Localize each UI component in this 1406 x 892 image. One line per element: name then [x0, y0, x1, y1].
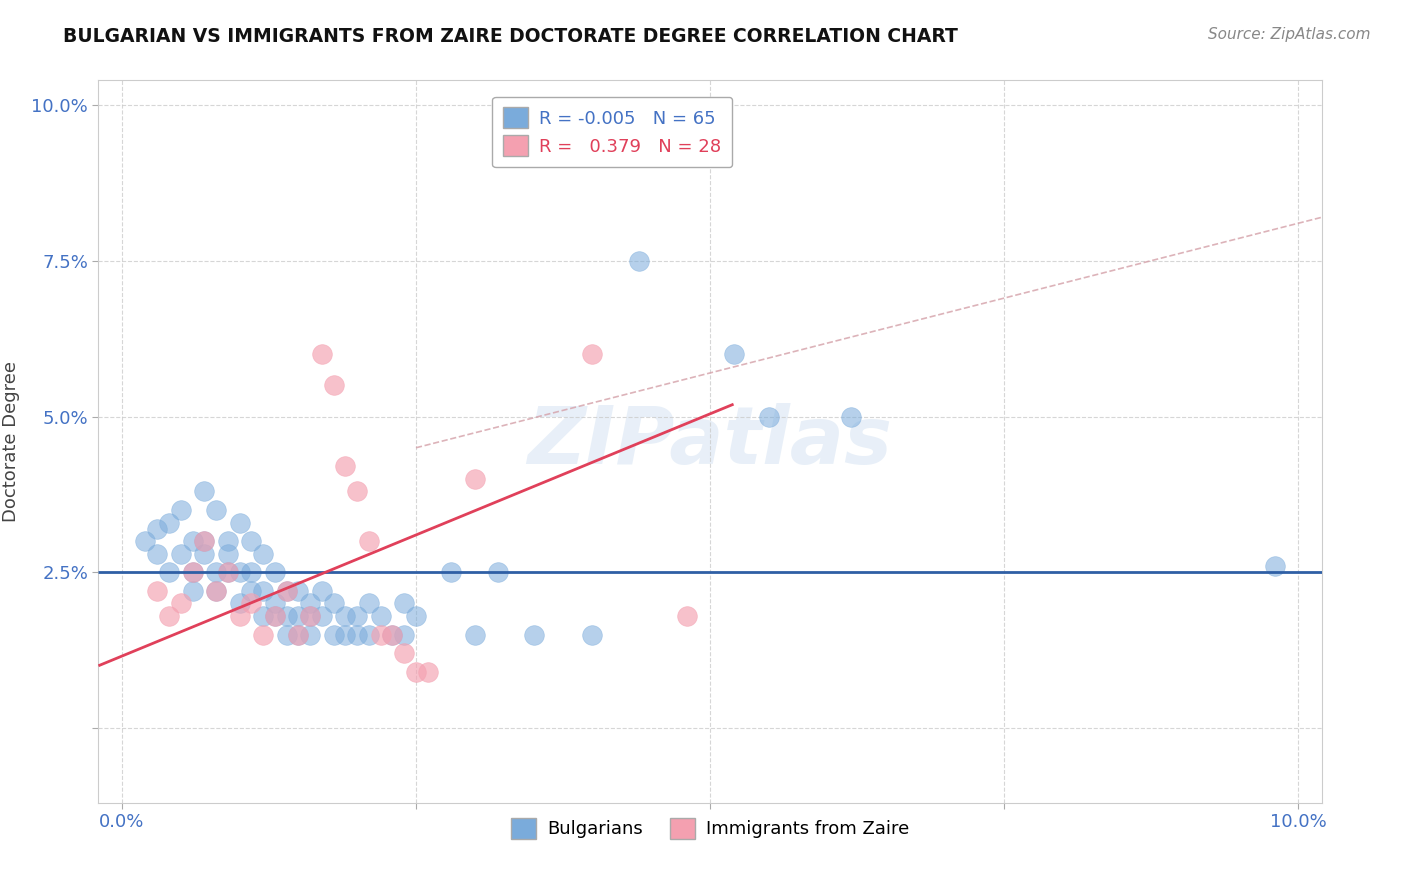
Point — [252, 609, 274, 624]
Point — [276, 609, 298, 624]
Y-axis label: Doctorate Degree: Doctorate Degree — [3, 361, 20, 522]
Point — [228, 609, 250, 624]
Point — [263, 609, 285, 624]
Point — [464, 472, 486, 486]
Text: ZIPatlas: ZIPatlas — [527, 402, 893, 481]
Point — [299, 597, 322, 611]
Point — [240, 597, 263, 611]
Point — [157, 566, 180, 580]
Point — [263, 566, 285, 580]
Point — [287, 609, 309, 624]
Point — [287, 627, 309, 641]
Point — [205, 584, 228, 599]
Point — [205, 566, 228, 580]
Text: BULGARIAN VS IMMIGRANTS FROM ZAIRE DOCTORATE DEGREE CORRELATION CHART: BULGARIAN VS IMMIGRANTS FROM ZAIRE DOCTO… — [63, 27, 957, 45]
Point — [299, 609, 322, 624]
Point — [405, 609, 427, 624]
Point — [170, 597, 193, 611]
Point — [357, 534, 380, 549]
Point — [193, 534, 215, 549]
Point — [287, 584, 309, 599]
Point — [381, 627, 404, 641]
Point — [335, 459, 357, 474]
Point — [394, 627, 416, 641]
Point — [228, 566, 250, 580]
Point — [193, 484, 215, 499]
Point — [263, 609, 285, 624]
Point — [240, 534, 263, 549]
Point — [311, 609, 333, 624]
Point — [252, 627, 274, 641]
Point — [276, 584, 298, 599]
Point — [1264, 559, 1286, 574]
Point — [170, 547, 193, 561]
Point — [346, 484, 368, 499]
Point — [228, 597, 250, 611]
Point — [440, 566, 463, 580]
Point — [523, 627, 546, 641]
Point — [758, 409, 780, 424]
Point — [723, 347, 745, 361]
Point — [240, 584, 263, 599]
Point — [394, 646, 416, 660]
Point — [416, 665, 439, 679]
Point — [581, 347, 603, 361]
Point — [299, 627, 322, 641]
Point — [181, 584, 204, 599]
Point — [581, 627, 603, 641]
Point — [464, 627, 486, 641]
Point — [287, 627, 309, 641]
Point — [217, 534, 239, 549]
Point — [322, 627, 344, 641]
Point — [299, 609, 322, 624]
Point — [205, 584, 228, 599]
Point — [217, 566, 239, 580]
Point — [217, 566, 239, 580]
Point — [322, 378, 344, 392]
Point — [252, 584, 274, 599]
Point — [146, 547, 169, 561]
Point — [322, 597, 344, 611]
Text: Source: ZipAtlas.com: Source: ZipAtlas.com — [1208, 27, 1371, 42]
Point — [394, 597, 416, 611]
Point — [193, 547, 215, 561]
Point — [311, 347, 333, 361]
Point — [181, 566, 204, 580]
Point — [181, 534, 204, 549]
Point — [157, 609, 180, 624]
Point — [675, 609, 697, 624]
Point — [170, 503, 193, 517]
Point — [405, 665, 427, 679]
Point — [616, 142, 638, 156]
Point — [217, 547, 239, 561]
Point — [276, 584, 298, 599]
Point — [335, 609, 357, 624]
Point — [205, 503, 228, 517]
Point — [276, 627, 298, 641]
Point — [370, 609, 392, 624]
Point — [263, 597, 285, 611]
Point — [357, 627, 380, 641]
Point — [146, 584, 169, 599]
Point — [370, 627, 392, 641]
Point — [839, 409, 862, 424]
Point — [181, 566, 204, 580]
Point — [628, 253, 651, 268]
Point — [228, 516, 250, 530]
Point — [335, 627, 357, 641]
Point — [157, 516, 180, 530]
Point — [486, 566, 509, 580]
Point — [240, 566, 263, 580]
Point — [146, 522, 169, 536]
Point — [134, 534, 156, 549]
Point — [346, 609, 368, 624]
Point — [357, 597, 380, 611]
Point — [193, 534, 215, 549]
Legend: Bulgarians, Immigrants from Zaire: Bulgarians, Immigrants from Zaire — [503, 811, 917, 846]
Point — [381, 627, 404, 641]
Point — [252, 547, 274, 561]
Point — [311, 584, 333, 599]
Point — [346, 627, 368, 641]
